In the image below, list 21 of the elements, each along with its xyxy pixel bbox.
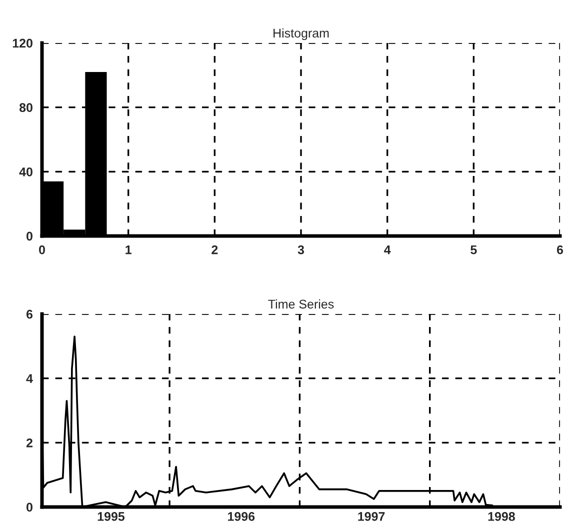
y-tick-label: 6 — [26, 310, 33, 319]
x-tick-label: 2 — [212, 245, 218, 254]
x-tick-label: 3 — [298, 245, 304, 254]
y-tick-label: 0 — [26, 232, 32, 241]
chart-title: Time Series — [268, 299, 334, 309]
x-tick-label: 1995 — [98, 512, 125, 521]
y-tick-label: 2 — [26, 438, 32, 448]
y-tick-label: 0 — [26, 502, 32, 512]
y-tick-label: 4 — [26, 374, 33, 383]
x-tick-label: 1997 — [358, 512, 385, 521]
y-tick-label: 80 — [19, 103, 32, 112]
x-tick-label: 0 — [39, 245, 45, 254]
x-tick-label: 1998 — [488, 512, 515, 521]
x-tick-label: 5 — [470, 245, 477, 254]
y-tick-label: 120 — [12, 38, 32, 48]
x-tick-label: 6 — [556, 245, 564, 254]
x-tick-label: 1996 — [228, 512, 255, 521]
x-tick-label: 1 — [126, 245, 132, 254]
y-tick-label: 40 — [19, 167, 32, 176]
x-tick-label: 4 — [384, 245, 391, 254]
chart-title: Histogram — [274, 28, 329, 40]
